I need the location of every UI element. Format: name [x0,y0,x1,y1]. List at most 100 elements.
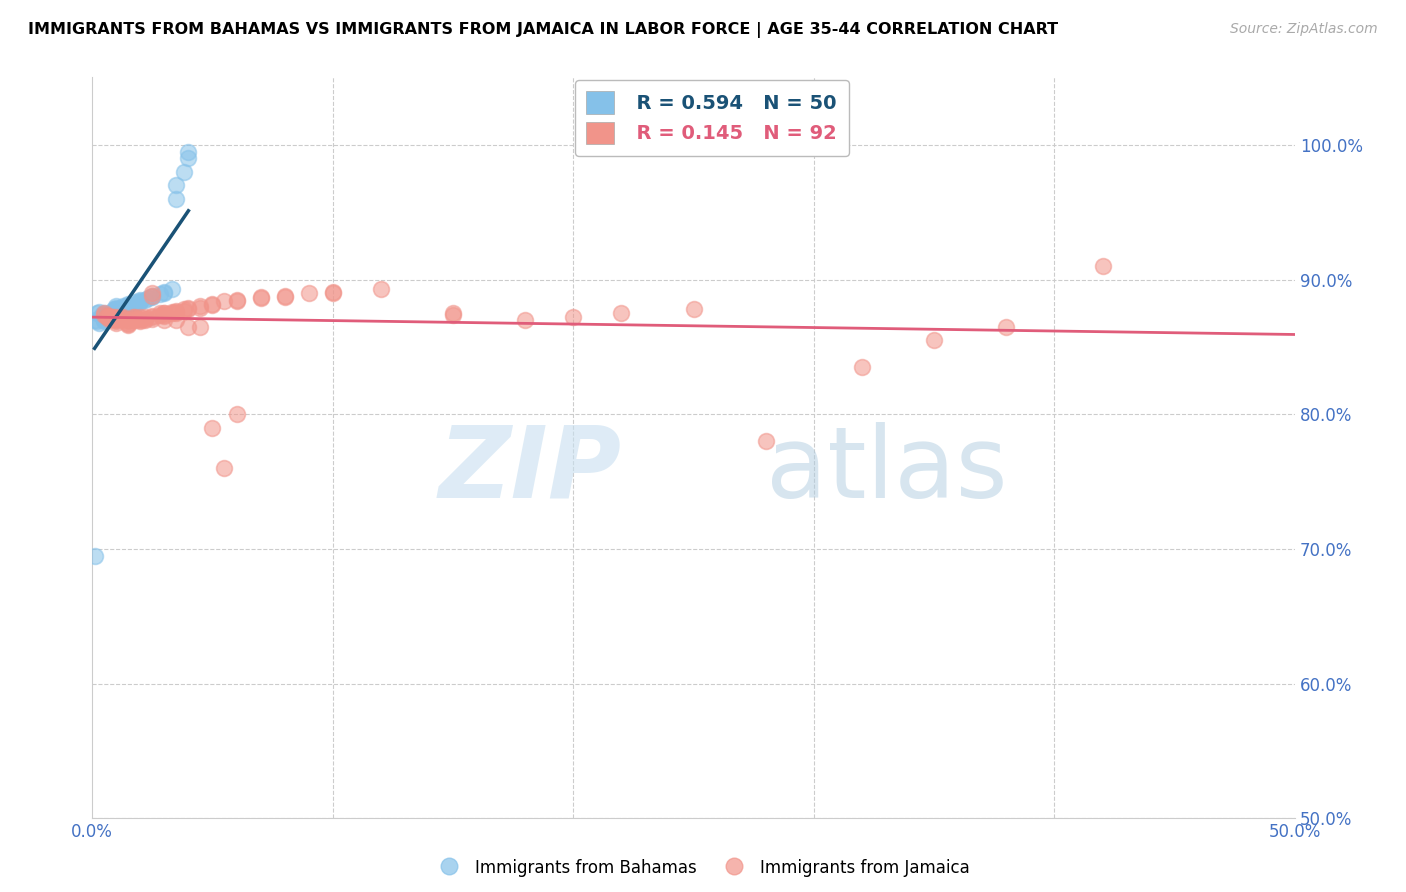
Point [100,306,122,320]
Point [83,313,105,327]
Point [105,316,128,330]
Point [93,306,115,320]
Point [148,308,170,322]
Point [562,310,585,325]
Point [112,311,135,326]
Point [141,290,163,304]
Point [214,461,236,475]
Point [153,306,176,320]
Point [177,301,200,315]
Point [98,308,121,322]
Text: ZIP: ZIP [439,422,621,518]
Point [370,282,392,296]
Point [165,192,187,206]
Point [153,285,176,299]
Legend:   R = 0.594   N = 50,   R = 0.145   N = 92: R = 0.594 N = 50, R = 0.145 N = 92 [575,79,849,156]
Point [134,310,156,325]
Point [117,318,139,333]
Point [117,314,139,328]
Point [201,421,224,435]
Point [129,293,152,307]
Point [122,311,145,326]
Point [98,311,121,326]
Point [165,178,187,193]
Point [129,295,152,310]
Point [122,310,145,325]
Point [177,145,200,159]
Point [93,310,115,325]
Point [93,306,115,320]
Point [1091,259,1114,273]
Point [117,297,139,311]
Point [105,300,128,314]
Point [100,308,122,322]
Point [93,308,115,322]
Point [682,302,704,317]
Point [89,316,111,330]
Point [134,311,156,326]
Point [96,309,118,323]
Point [129,311,152,326]
Point [190,319,212,334]
Text: IMMIGRANTS FROM BAHAMAS VS IMMIGRANTS FROM JAMAICA IN LABOR FORCE | AGE 35-44 CO: IMMIGRANTS FROM BAHAMAS VS IMMIGRANTS FR… [28,22,1059,38]
Point [153,285,176,300]
Point [110,311,132,326]
Point [124,311,146,326]
Point [160,282,183,296]
Point [141,311,163,326]
Point [93,313,115,327]
Point [322,285,344,300]
Point [105,313,128,327]
Point [134,293,156,307]
Point [86,314,108,328]
Point [124,310,146,325]
Point [322,285,344,299]
Text: Source: ZipAtlas.com: Source: ZipAtlas.com [1230,22,1378,37]
Point [165,305,187,319]
Point [190,300,212,314]
Point [105,301,128,315]
Point [117,317,139,331]
Point [441,306,464,320]
Point [110,301,132,315]
Point [98,309,121,323]
Point [93,311,115,326]
Point [93,314,115,328]
Point [129,294,152,309]
Point [110,302,132,317]
Point [103,311,125,326]
Point [105,305,128,319]
Point [136,292,159,306]
Point [165,303,187,318]
Point [90,309,112,323]
Point [117,316,139,330]
Point [98,310,121,325]
Point [129,310,152,325]
Point [105,314,128,328]
Point [89,305,111,319]
Point [86,306,108,320]
Point [100,310,122,325]
Point [83,549,105,563]
Point [225,293,247,307]
Point [105,311,128,326]
Point [177,151,200,165]
Point [124,313,146,327]
Point [105,310,128,325]
Point [103,305,125,319]
Point [515,313,537,327]
Point [117,313,139,327]
Point [153,306,176,320]
Text: atlas: atlas [766,422,1007,518]
Point [273,289,295,303]
Point [177,302,200,317]
Point [298,285,321,300]
Point [995,319,1018,334]
Point [129,314,152,328]
Point [201,298,224,312]
Point [922,333,945,347]
Point [141,309,163,323]
Point [190,301,212,315]
Point [755,434,778,449]
Point [214,294,236,309]
